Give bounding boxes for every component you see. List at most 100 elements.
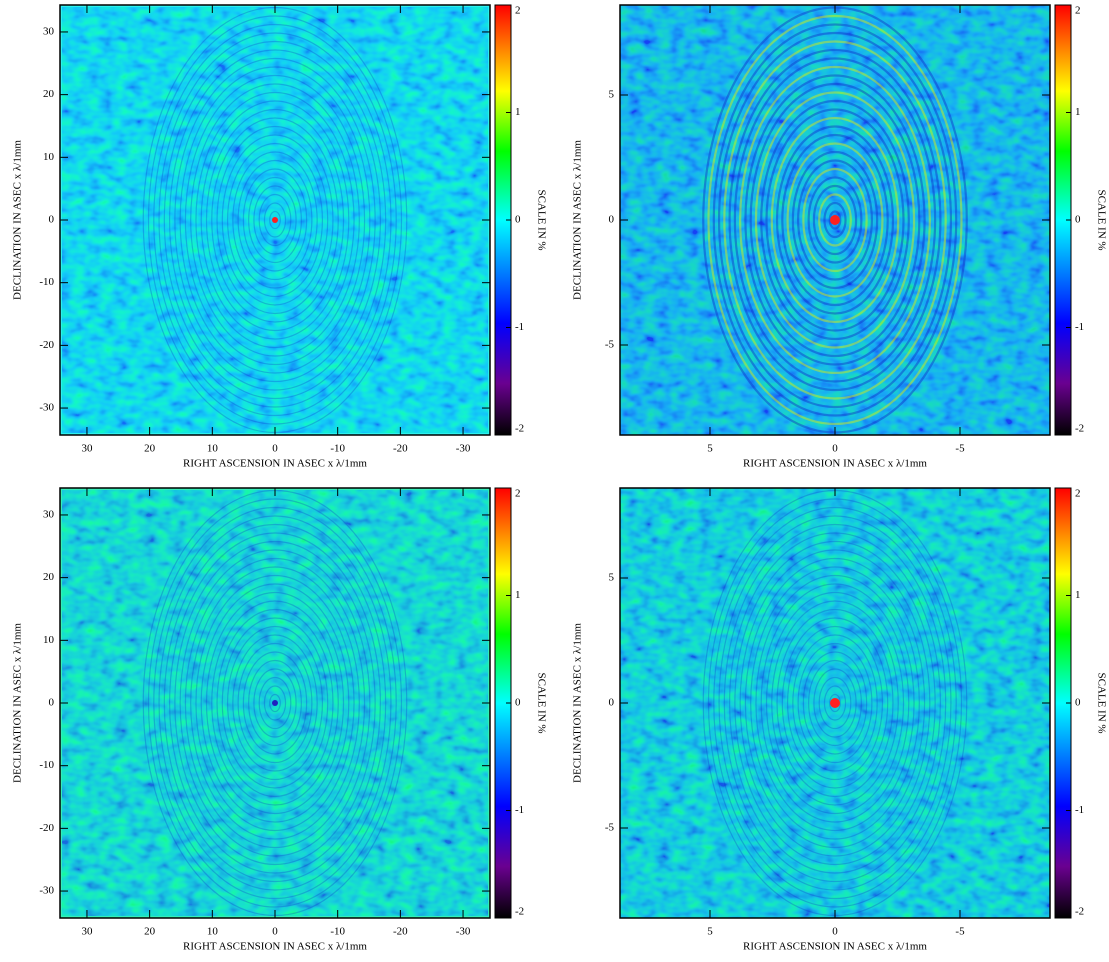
colorbar-tick-label: -2 (1075, 906, 1084, 918)
ring (744, 74, 926, 366)
ring (797, 642, 873, 764)
colorbar-label: SCALE IN % (535, 189, 547, 250)
x-axis-label: RIGHT ASCENSION IN ASEC x λ/1mm (183, 458, 367, 470)
y-tick-label: 10 (43, 151, 55, 163)
ring (823, 201, 847, 239)
colorbar-tick-label: -1 (515, 804, 524, 816)
y-tick-label: 30 (43, 25, 55, 37)
ring (717, 31, 953, 409)
ring (813, 668, 857, 738)
center-peak (272, 217, 278, 223)
ring (754, 91, 916, 349)
y-tick-label: 5 (609, 572, 615, 584)
x-tick-label: 30 (81, 443, 93, 455)
image (60, 488, 490, 918)
image (60, 5, 490, 435)
colorbar-tick-label: 1 (1075, 589, 1081, 601)
ring (226, 142, 324, 298)
ring (248, 659, 302, 747)
image (620, 5, 1050, 435)
x-tick-label: 5 (707, 926, 713, 938)
ring (211, 600, 339, 806)
ring (179, 549, 371, 857)
ring (226, 625, 324, 781)
colorbar-tick-label: 1 (1075, 106, 1081, 118)
ring (739, 549, 931, 857)
colorbar-tick-label: 1 (515, 106, 521, 118)
x-axis-label: RIGHT ASCENSION IN ASEC x λ/1mm (743, 941, 927, 953)
ring (163, 40, 387, 400)
ring (712, 23, 958, 417)
x-tick-label: 0 (832, 443, 838, 455)
x-axis-label: RIGHT ASCENSION IN ASEC x λ/1mm (183, 941, 367, 953)
ring (242, 168, 308, 272)
x-tick-label: -10 (330, 926, 345, 938)
y-tick-label: 20 (43, 88, 55, 100)
ring (200, 100, 350, 340)
ring (216, 125, 334, 315)
ring (807, 176, 863, 264)
ring (174, 57, 376, 383)
y-tick-label: 0 (49, 697, 55, 709)
ring (734, 540, 936, 866)
colorbar-tick-label: 2 (515, 488, 521, 500)
y-tick-label: -30 (39, 885, 54, 897)
ring (205, 108, 345, 332)
ring (221, 134, 329, 306)
y-tick-label: -10 (39, 759, 54, 771)
y-tick-label: 0 (609, 697, 615, 709)
ring (786, 142, 884, 298)
ring (802, 651, 868, 755)
y-tick-label: -10 (39, 276, 54, 288)
ring (781, 133, 889, 307)
ring (755, 574, 915, 832)
colorbar-label: SCALE IN % (1095, 189, 1107, 250)
colorbar-tick-label: -1 (1075, 321, 1084, 333)
y-tick-label: -30 (39, 402, 54, 414)
y-axis-label: DECLINATION IN ASEC x λ/1mm (572, 140, 584, 300)
ring (242, 651, 308, 755)
ring (253, 185, 297, 255)
ring (776, 608, 894, 798)
ring (153, 23, 397, 417)
colorbar-tick-label: 2 (1075, 5, 1081, 17)
ring (221, 617, 329, 789)
ring (147, 15, 403, 425)
ring (792, 634, 878, 772)
colorbar-tick-label: 0 (1075, 697, 1081, 709)
ring (771, 600, 899, 806)
ring (253, 668, 297, 738)
ring (163, 523, 387, 883)
ring (744, 557, 926, 849)
ring (818, 193, 852, 247)
colorbar-label: SCALE IN % (1095, 672, 1107, 733)
ring (728, 48, 942, 392)
center-peak (830, 698, 840, 708)
ring (158, 32, 392, 408)
x-tick-label: 10 (207, 443, 219, 455)
ring (733, 57, 937, 383)
y-tick-label: -5 (605, 822, 615, 834)
ring (211, 117, 339, 323)
x-tick-label: 30 (81, 926, 93, 938)
x-tick-label: 0 (272, 443, 278, 455)
ring (713, 506, 957, 900)
x-tick-label: -20 (393, 443, 408, 455)
y-tick-label: -20 (39, 339, 54, 351)
y-tick-label: 30 (43, 508, 55, 520)
colorbar-tick-label: 0 (1075, 214, 1081, 226)
ring (153, 506, 397, 900)
x-axis-label: RIGHT ASCENSION IN ASEC x λ/1mm (743, 458, 927, 470)
ring (828, 210, 842, 230)
ring (184, 74, 366, 366)
ring (237, 642, 313, 764)
ring (707, 14, 963, 426)
ring (184, 557, 366, 849)
ring (237, 159, 313, 281)
y-axis-label: DECLINATION IN ASEC x λ/1mm (572, 623, 584, 783)
ring (812, 184, 858, 256)
ring (174, 540, 376, 866)
image (620, 488, 1050, 918)
